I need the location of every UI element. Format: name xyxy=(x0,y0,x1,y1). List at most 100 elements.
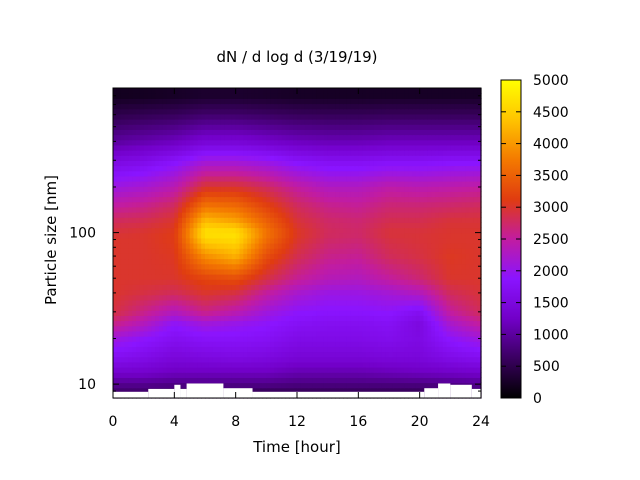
heatmap-cell xyxy=(308,175,313,182)
heatmap-cell xyxy=(258,201,264,208)
heatmap-cell xyxy=(415,175,421,182)
heatmap-cell xyxy=(392,341,398,347)
heatmap-cell xyxy=(396,336,402,342)
heatmap-cell xyxy=(293,268,298,275)
heatmap-cell xyxy=(212,305,218,311)
heatmap-cell xyxy=(427,201,432,208)
heatmap-cell xyxy=(193,155,198,161)
heatmap-cell xyxy=(293,387,298,394)
heatmap-cell xyxy=(166,330,172,337)
heatmap-cell xyxy=(208,139,214,146)
heatmap-cell xyxy=(155,165,160,172)
heatmap-cell xyxy=(339,387,344,394)
heatmap-cell xyxy=(281,361,287,368)
heatmap-cell xyxy=(300,341,306,347)
heatmap-cell xyxy=(220,248,225,254)
heatmap-cell xyxy=(454,361,459,368)
heatmap-cell xyxy=(477,129,482,136)
heatmap-cell xyxy=(419,170,425,177)
heatmap-cell xyxy=(327,212,333,218)
heatmap-cell xyxy=(224,310,229,316)
heatmap-cell xyxy=(362,170,367,177)
heatmap-cell xyxy=(128,170,133,177)
heatmap-cell xyxy=(446,253,451,260)
heatmap-cell xyxy=(220,201,225,208)
heatmap-cell xyxy=(419,206,425,213)
heatmap-cell xyxy=(473,367,478,373)
heatmap-cell xyxy=(327,289,333,296)
heatmap-cell xyxy=(419,248,425,254)
heatmap-cell xyxy=(381,139,386,146)
heatmap-cell xyxy=(239,217,244,223)
heatmap-cell xyxy=(254,274,260,280)
heatmap-cell xyxy=(120,361,126,368)
heatmap-cell xyxy=(400,382,405,389)
heatmap-cell xyxy=(247,325,252,332)
heatmap-cell xyxy=(381,206,386,213)
heatmap-cell xyxy=(404,382,409,389)
heatmap-cell xyxy=(228,351,233,358)
heatmap-cell xyxy=(185,279,191,285)
heatmap-cell xyxy=(473,253,478,260)
heatmap-cell xyxy=(316,351,321,358)
heatmap-cell xyxy=(461,279,467,285)
heatmap-cell xyxy=(285,351,290,358)
heatmap-cell xyxy=(216,243,221,249)
heatmap-cell xyxy=(170,341,175,347)
heatmap-cell xyxy=(155,310,160,316)
heatmap-cell xyxy=(431,227,436,234)
heatmap-cell xyxy=(254,248,260,254)
heatmap-cell xyxy=(147,160,152,167)
heatmap-cell xyxy=(147,325,152,332)
heatmap-cell xyxy=(435,155,440,161)
heatmap-cell xyxy=(297,351,302,358)
heatmap-cell xyxy=(458,341,463,347)
heatmap-cell xyxy=(354,382,359,389)
heatmap-cell xyxy=(239,372,244,378)
heatmap-cell xyxy=(419,372,425,378)
heatmap-cell xyxy=(408,160,413,167)
heatmap-cell xyxy=(201,351,206,358)
heatmap-cell xyxy=(162,253,168,260)
heatmap-cell xyxy=(182,299,187,306)
heatmap-cell xyxy=(427,170,432,177)
heatmap-cell xyxy=(454,243,459,249)
heatmap-cell xyxy=(419,129,425,136)
heatmap-cell xyxy=(124,175,129,182)
heatmap-cell xyxy=(423,274,428,280)
heatmap-cell xyxy=(300,155,306,161)
heatmap-cell xyxy=(350,181,356,187)
heatmap-cell xyxy=(193,186,198,192)
heatmap-cell xyxy=(139,361,145,368)
heatmap-cell xyxy=(266,361,271,368)
heatmap-cell xyxy=(369,212,375,218)
heatmap-cell xyxy=(358,237,363,244)
heatmap-cell xyxy=(170,377,175,384)
heatmap-cell xyxy=(366,186,371,192)
heatmap-cell xyxy=(304,232,310,239)
heatmap-cell xyxy=(343,305,348,311)
heatmap-cell xyxy=(189,299,195,306)
heatmap-cell xyxy=(450,367,455,373)
heatmap-cell xyxy=(412,165,417,172)
heatmap-cell xyxy=(350,129,356,136)
heatmap-cell xyxy=(438,217,444,223)
heatmap-cell xyxy=(162,336,168,342)
heatmap-cell xyxy=(208,372,214,378)
heatmap-cell xyxy=(281,237,287,244)
heatmap-cell xyxy=(166,170,172,177)
heatmap-cell xyxy=(193,284,198,291)
heatmap-cell xyxy=(469,206,474,213)
heatmap-cell xyxy=(220,330,225,337)
heatmap-cell xyxy=(346,305,352,311)
heatmap-cell xyxy=(369,351,375,358)
heatmap-cell xyxy=(155,284,160,291)
heatmap-cell xyxy=(239,191,244,198)
heatmap-cell xyxy=(143,191,149,198)
heatmap-cell xyxy=(392,175,398,182)
heatmap-cell xyxy=(412,232,417,239)
heatmap-cell xyxy=(228,150,233,156)
heatmap-cell xyxy=(454,175,459,182)
heatmap-cell xyxy=(369,305,375,311)
heatmap-cell xyxy=(373,305,379,311)
